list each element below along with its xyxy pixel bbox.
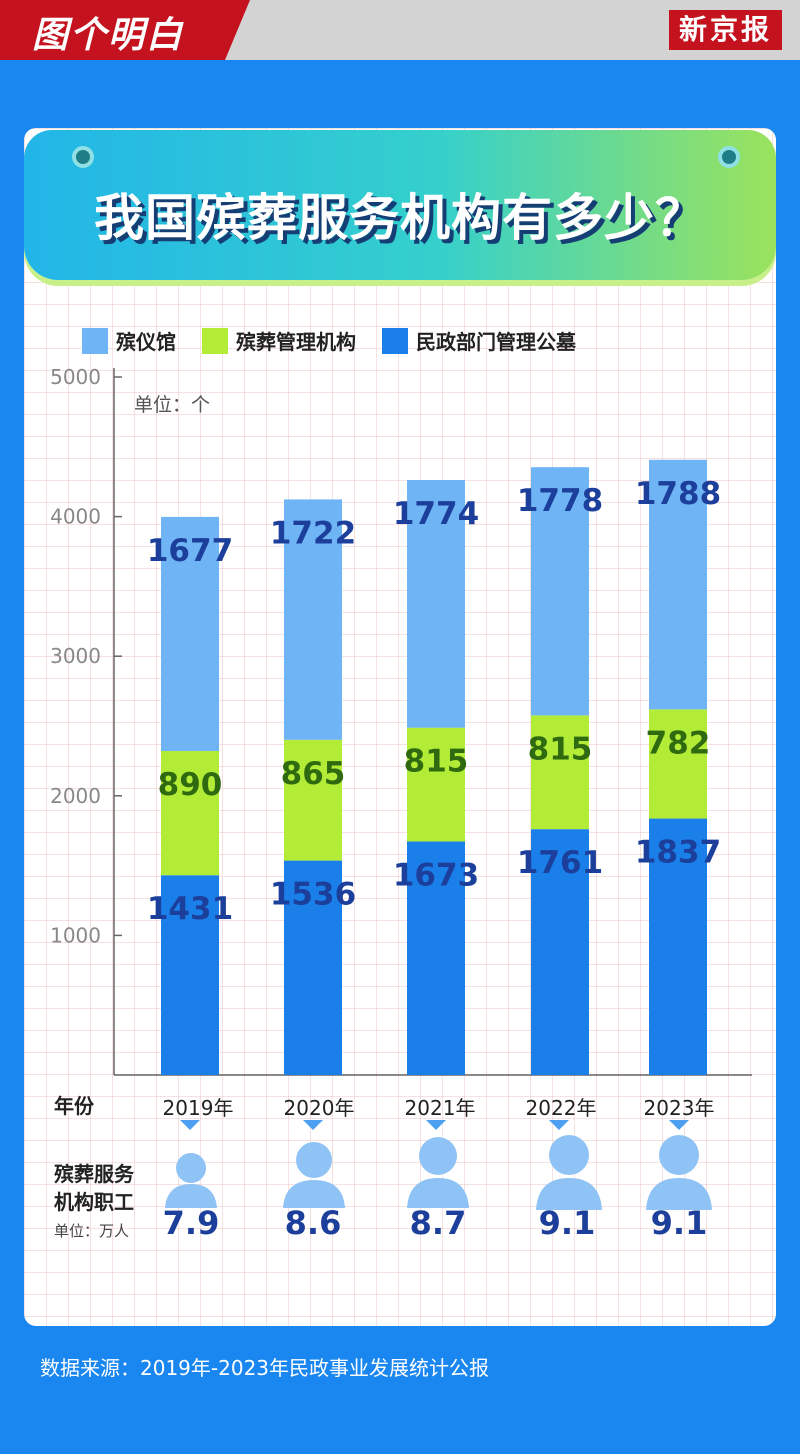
bar-value-label: 1677 (147, 533, 233, 569)
legend-swatch (82, 327, 108, 354)
person-icon (536, 1135, 602, 1210)
page-title: 我国殡葬服务机构有多少？ (94, 189, 706, 247)
staff-value: 9.1 (650, 1204, 708, 1242)
person-icon (646, 1135, 712, 1210)
bar-value-label: 1536 (270, 877, 356, 913)
bar-segment-series-cemeteries (531, 829, 589, 1075)
legend-label: 殡葬管理机构 (236, 330, 356, 354)
legend-label: 民政部门管理公墓 (416, 330, 576, 354)
y-tick-label: 2000 (50, 784, 101, 808)
year-label: 2020年 (283, 1096, 355, 1120)
bar-value-label: 815 (528, 731, 593, 767)
staff-value: 8.7 (409, 1204, 467, 1242)
bar-segment-series-cemeteries (284, 860, 342, 1075)
staff-label-line: 机构职工 (54, 1190, 134, 1214)
bar-segment-series-cemeteries (649, 818, 707, 1075)
bar-value-label: 1431 (147, 891, 233, 927)
pointer-triangle-icon (669, 1120, 689, 1130)
pointer-triangle-icon (180, 1120, 200, 1130)
y-tick-label: 3000 (50, 644, 101, 668)
decorative-dot-icon (718, 146, 740, 168)
bar-segment-series-funeral-homes (531, 467, 589, 716)
y-tick-label: 1000 (50, 923, 101, 947)
year-label: 2023年 (643, 1096, 715, 1120)
bar-value-label: 1761 (517, 845, 603, 881)
pointer-triangle-icon (426, 1120, 446, 1130)
bar-value-label: 1837 (635, 835, 721, 871)
year-label: 2021年 (404, 1096, 476, 1120)
bar-value-label: 1774 (393, 496, 479, 532)
legend-item-funeral-homes: 殡仪馆 (82, 326, 176, 355)
bar-value-label: 1722 (270, 515, 356, 551)
year-row-label: 年份 (54, 1094, 94, 1118)
person-icon (283, 1142, 345, 1208)
year-label: 2022年 (525, 1096, 597, 1120)
bar-value-label: 815 (404, 744, 469, 780)
staff-value: 7.9 (162, 1204, 220, 1242)
pointer-triangle-icon (549, 1120, 569, 1130)
person-icon (407, 1137, 469, 1208)
bar-value-label: 1673 (393, 857, 479, 893)
top-bar: 图个明白 新京报 (0, 0, 800, 60)
legend-label: 殡仪馆 (116, 330, 176, 354)
staff-unit-label: 单位：万人 (54, 1222, 130, 1240)
pointer-triangle-icon (303, 1120, 323, 1130)
staff-label: 殡葬服务 机构职工 (54, 1160, 164, 1216)
bar-segment-series-funeral-homes (284, 499, 342, 740)
title-banner: 我国殡葬服务机构有多少？ (24, 130, 776, 280)
bar-segment-series-funeral-homes (161, 516, 219, 751)
brand-badge: 图个明白 (0, 0, 250, 60)
bar-segment-series-funeral-homes (407, 480, 465, 728)
bar-segment-series-cemeteries (161, 875, 219, 1075)
legend-swatch (382, 327, 408, 354)
staff-label-line: 殡葬服务 (54, 1162, 134, 1186)
y-tick-label: 4000 (50, 505, 101, 529)
legend-swatch (202, 327, 228, 354)
chart-legend: 殡仪馆 殡葬管理机构 民政部门管理公墓 (82, 326, 576, 355)
bar-segment-series-funeral-management (161, 750, 219, 876)
y-tick-label: 5000 (50, 365, 101, 389)
bar-value-label: 1788 (635, 476, 721, 512)
person-icon (165, 1153, 217, 1208)
data-source: 数据来源：2019年-2023年民政事业发展统计公报 (40, 1356, 490, 1380)
unit-label: 单位：个 (134, 394, 211, 416)
newspaper-logo: 新京报 (668, 10, 782, 50)
bar-value-label: 1778 (517, 483, 603, 519)
staff-value: 9.1 (538, 1204, 596, 1242)
bar-segment-series-funeral-management (284, 739, 342, 861)
brand-logo-text: 图个明白 (32, 14, 185, 56)
bar-segment-series-funeral-management (407, 727, 465, 842)
decorative-dot-icon (72, 146, 94, 168)
bar-value-label: 865 (281, 756, 346, 792)
bar-value-label: 782 (646, 725, 711, 761)
bar-segment-series-funeral-management (649, 709, 707, 819)
staff-value: 8.6 (284, 1204, 342, 1242)
bar-segment-series-funeral-management (531, 715, 589, 830)
year-label: 2019年 (162, 1096, 234, 1120)
bar-segment-series-funeral-homes (649, 459, 707, 710)
bar-value-label: 890 (158, 767, 223, 803)
legend-item-funeral-management: 殡葬管理机构 (202, 326, 356, 355)
bar-segment-series-cemeteries (407, 841, 465, 1075)
legend-item-cemeteries: 民政部门管理公墓 (382, 326, 576, 355)
